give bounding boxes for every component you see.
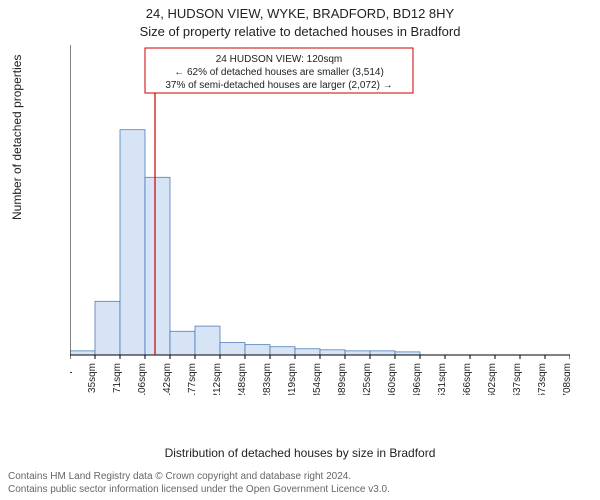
histogram-bar <box>320 350 345 355</box>
histogram-bar <box>370 351 395 355</box>
svg-text:0sqm: 0sqm <box>70 363 73 387</box>
y-axis-label: Number of detached properties <box>10 55 24 220</box>
histogram-bar <box>70 351 95 355</box>
svg-text:425sqm: 425sqm <box>362 363 373 395</box>
svg-text:566sqm: 566sqm <box>462 363 473 395</box>
chart-area: 050010001500200025003000 0sqm35sqm71sqm1… <box>70 45 570 395</box>
svg-text:531sqm: 531sqm <box>437 363 448 395</box>
footer-attribution: Contains HM Land Registry data © Crown c… <box>8 470 390 496</box>
svg-text:106sqm: 106sqm <box>137 363 148 395</box>
svg-text:← 62% of detached houses are s: ← 62% of detached houses are smaller (3,… <box>174 67 384 78</box>
svg-text:177sqm: 177sqm <box>187 363 198 395</box>
histogram-bar <box>195 326 220 355</box>
histogram-bar <box>145 177 170 355</box>
title-subtitle: Size of property relative to detached ho… <box>0 24 600 39</box>
svg-text:71sqm: 71sqm <box>112 363 123 393</box>
x-axis-label: Distribution of detached houses by size … <box>0 446 600 460</box>
histogram-bar <box>95 301 120 355</box>
svg-text:248sqm: 248sqm <box>237 363 248 395</box>
svg-text:37% of semi-detached houses ar: 37% of semi-detached houses are larger (… <box>165 80 392 91</box>
svg-text:460sqm: 460sqm <box>387 363 398 395</box>
histogram-bar <box>295 349 320 355</box>
footer-line-2: Contains public sector information licen… <box>8 483 390 496</box>
svg-text:496sqm: 496sqm <box>412 363 423 395</box>
title-address: 24, HUDSON VIEW, WYKE, BRADFORD, BD12 8H… <box>0 6 600 21</box>
histogram-bar <box>270 347 295 355</box>
svg-text:673sqm: 673sqm <box>537 363 548 395</box>
svg-text:354sqm: 354sqm <box>312 363 323 395</box>
svg-text:602sqm: 602sqm <box>487 363 498 395</box>
histogram-bar <box>120 130 145 355</box>
svg-text:283sqm: 283sqm <box>262 363 273 395</box>
histogram-bar <box>245 345 270 355</box>
svg-text:142sqm: 142sqm <box>162 363 173 395</box>
footer-line-1: Contains HM Land Registry data © Crown c… <box>8 470 390 483</box>
svg-text:319sqm: 319sqm <box>287 363 298 395</box>
svg-text:389sqm: 389sqm <box>337 363 348 395</box>
histogram-plot: 050010001500200025003000 0sqm35sqm71sqm1… <box>70 45 570 395</box>
svg-text:212sqm: 212sqm <box>212 363 223 395</box>
histogram-bar <box>220 343 245 355</box>
svg-text:637sqm: 637sqm <box>512 363 523 395</box>
svg-text:708sqm: 708sqm <box>562 363 570 395</box>
histogram-bar <box>170 331 195 355</box>
histogram-bar <box>345 351 370 355</box>
svg-text:24 HUDSON VIEW: 120sqm: 24 HUDSON VIEW: 120sqm <box>216 54 343 65</box>
svg-text:35sqm: 35sqm <box>87 363 98 393</box>
